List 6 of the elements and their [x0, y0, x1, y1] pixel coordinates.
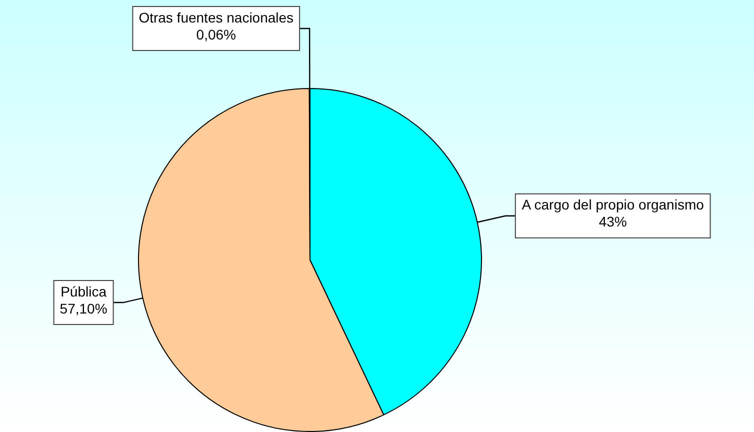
slice-label: A cargo del propio organismo [522, 196, 704, 213]
slice-label: Otras fuentes nacionales [138, 9, 294, 26]
data-label: 43% [598, 214, 627, 230]
data-label: 57,10% [60, 300, 108, 316]
slice-label: Pública [60, 283, 107, 300]
data-label: 0,06% [196, 26, 236, 42]
